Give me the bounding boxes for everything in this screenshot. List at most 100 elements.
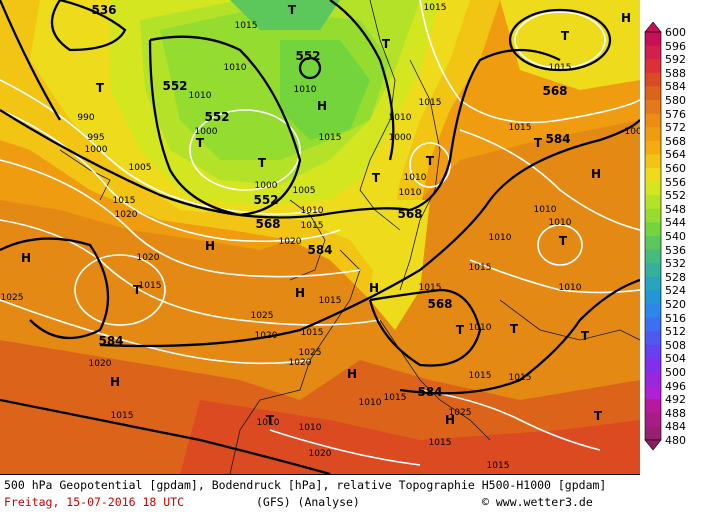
- pressure-label-layer: 1015 1010 1015 1010 1015 990 995 1000 1005 1015 10…: [1, 3, 640, 471]
- high-pressure-center: H: [591, 167, 601, 181]
- caption-subtitle: Freitag, 15-07-2016 18 UTC (GFS) (Analys…: [4, 495, 634, 509]
- coastline-italy: [379, 319, 491, 441]
- pressure-label: 1015: [487, 461, 510, 471]
- isobar-north: [419, 0, 640, 124]
- legend-label-536: 536: [665, 243, 686, 257]
- low-pressure-center: T: [456, 323, 465, 337]
- legend-swatch-548: [645, 208, 661, 223]
- isobar-1025: [0, 299, 311, 365]
- geopotential-label: 584: [307, 243, 332, 257]
- low-pressure-center: T: [534, 136, 543, 150]
- pressure-label: 1010: [224, 63, 247, 73]
- isobar-low-ne: [514, 11, 606, 69]
- geopotential-label: 568: [542, 84, 567, 98]
- legend-label-484: 484: [665, 420, 686, 434]
- low-pressure-center: T: [559, 234, 568, 248]
- legend-label-572: 572: [665, 121, 686, 135]
- legend-label-552: 552: [665, 189, 686, 203]
- pressure-label: 995: [87, 133, 104, 143]
- pressure-label: 1005: [625, 127, 640, 137]
- pressure-label: 1015: [111, 411, 134, 421]
- isobars: [0, 0, 640, 466]
- legend-swatch-516: [645, 317, 661, 332]
- geopotential-contours: [0, 0, 640, 474]
- geopotential-label: 552: [295, 49, 320, 63]
- pressure-label: 1010: [189, 91, 212, 101]
- low-pressure-center: T: [581, 329, 590, 343]
- pressure-label: 1000: [389, 133, 412, 143]
- isobar-south: [419, 389, 601, 451]
- legend-swatch-564: [645, 154, 661, 169]
- geopotential-label: 568: [427, 297, 452, 311]
- contour-584: [99, 119, 640, 348]
- pressure-label: 1015: [113, 196, 136, 206]
- legend-label-548: 548: [665, 202, 686, 216]
- pressure-label: 1015: [509, 123, 532, 133]
- legend-label-492: 492: [665, 393, 686, 407]
- isobar-1010: [0, 109, 341, 243]
- pressure-label: 1010: [299, 423, 322, 433]
- legend-swatch-576: [645, 113, 661, 128]
- high-pressure-center: H: [317, 99, 327, 113]
- low-pressure-center: T: [594, 409, 603, 423]
- legend-swatch-544: [645, 222, 661, 237]
- pressure-label: 990: [77, 113, 94, 123]
- pressure-label: 1020: [279, 237, 302, 247]
- legend-label-516: 516: [665, 311, 686, 325]
- geopotential-label: 568: [255, 217, 280, 231]
- pressure-label: 1020: [289, 358, 312, 368]
- isobar-low-iceland: [189, 109, 301, 191]
- pressure-label: 1005: [129, 163, 152, 173]
- pressure-label: 1010: [389, 113, 412, 123]
- pressure-label: 1025: [299, 348, 322, 358]
- pressure-label: 1015: [469, 263, 492, 273]
- legend-label-580: 580: [665, 94, 686, 107]
- pressure-label: 1015: [419, 98, 442, 108]
- contour-560: [0, 0, 395, 161]
- legend-label-560: 560: [665, 162, 686, 175]
- legend-swatch-580: [645, 100, 661, 115]
- legend-swatch-504: [645, 358, 661, 373]
- pressure-label: 1010: [489, 233, 512, 243]
- legend-swatch-596: [645, 45, 661, 60]
- pressure-label: 1005: [293, 186, 316, 196]
- contour-568: [0, 48, 561, 219]
- caption-credit[interactable]: © www.wetter3.de: [482, 495, 593, 509]
- legend-colorbar: [644, 22, 662, 451]
- caption-title: 500 hPa Geopotential [gpdam], Bodendruck…: [4, 478, 607, 492]
- low-pressure-center: T: [258, 156, 267, 170]
- isobar-low-east: [537, 224, 583, 266]
- coastline-britain: [289, 199, 326, 281]
- pressure-label: 1015: [235, 21, 258, 31]
- contour-584-sw: [0, 398, 331, 474]
- coastline-greenland: [59, 149, 111, 201]
- contour-584-se: [399, 278, 640, 395]
- legend-swatch-508: [645, 344, 661, 359]
- low-pressure-center: T: [561, 29, 570, 43]
- legend-label-576: 576: [665, 107, 686, 121]
- high-pressure-center: H: [445, 413, 455, 427]
- high-pressure-center: H: [21, 251, 31, 265]
- contour-584-w: [0, 237, 110, 340]
- legend-label-496: 496: [665, 379, 686, 393]
- pressure-label: 1010: [534, 205, 557, 215]
- legend-label-556: 556: [665, 175, 686, 189]
- legend-label-504: 504: [665, 352, 686, 366]
- legend-label-568: 568: [665, 134, 686, 148]
- isobar-1005: [0, 79, 321, 215]
- low-pressure-center: T: [96, 81, 105, 95]
- legend-swatch-552: [645, 195, 661, 210]
- pressure-label: 1015: [509, 373, 532, 383]
- legend-swatch-560: [645, 168, 661, 183]
- legend-label-592: 592: [665, 53, 686, 67]
- legend-label-528: 528: [665, 270, 686, 284]
- pressure-label: 1025: [1, 293, 24, 303]
- geopotential-label: 552: [162, 79, 187, 93]
- legend-swatch-496: [645, 385, 661, 400]
- legend-swatch-492: [645, 399, 661, 414]
- pressure-label: 1010: [404, 173, 427, 183]
- legend-label-508: 508: [665, 338, 686, 352]
- pressure-center-layer: H H H H H H H H H H T T T T T T T T T T T T T T T T: [21, 3, 631, 427]
- pressure-label: 1015: [319, 296, 342, 306]
- pressure-label: 1015: [319, 133, 342, 143]
